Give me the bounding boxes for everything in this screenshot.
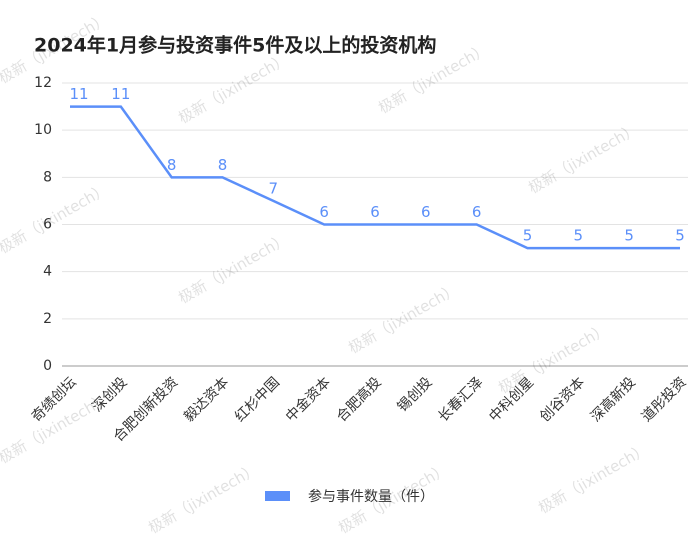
x-tick-label: 毅达资本 <box>181 374 233 426</box>
y-tick-label: 0 <box>43 358 52 374</box>
x-tick-label: 道彤投资 <box>639 374 690 425</box>
data-label: 6 <box>421 203 431 221</box>
watermark: 极新（jixintech） <box>0 180 111 257</box>
x-tick-label: 锡创投 <box>394 374 435 415</box>
y-tick-label: 8 <box>43 169 52 185</box>
watermark: 极新（jixintech） <box>525 120 641 197</box>
data-label: 6 <box>472 203 482 221</box>
y-tick-label: 6 <box>43 217 52 233</box>
legend-label: 参与事件数量（件） <box>308 488 434 505</box>
x-tick-label: 合肥高投 <box>333 374 385 426</box>
data-label: 11 <box>111 85 130 103</box>
x-tick-label: 红杉中国 <box>232 374 283 425</box>
y-tick-label: 2 <box>43 311 52 327</box>
watermark: 极新（jixintech） <box>145 460 261 537</box>
x-tick-label: 深高新投 <box>587 374 639 426</box>
data-line <box>70 105 680 250</box>
x-tick-label: 中金资本 <box>283 374 334 425</box>
y-tick-label: 4 <box>43 264 52 280</box>
chart-title: 2024年1月参与投资事件5件及以上的投资机构 <box>34 34 436 57</box>
data-label: 5 <box>523 227 533 245</box>
watermark: 极新（jixintech） <box>175 230 291 307</box>
y-tick-label: 12 <box>34 75 52 91</box>
watermark: 极新（jixintech） <box>175 50 291 127</box>
data-label: 5 <box>574 227 584 245</box>
data-label: 11 <box>69 85 88 103</box>
data-label: 8 <box>167 156 177 174</box>
watermark: 极新（jixintech） <box>495 320 611 397</box>
x-tick-label: 长春汇泽 <box>435 374 486 425</box>
x-tick-label: 创谷资本 <box>537 374 588 425</box>
data-label: 5 <box>675 227 685 245</box>
legend-swatch <box>265 491 290 501</box>
data-label: 6 <box>319 203 329 221</box>
data-label: 6 <box>370 203 380 221</box>
y-tick-label: 10 <box>34 122 52 138</box>
data-label: 8 <box>218 156 228 174</box>
watermark: 极新（jixintech） <box>535 440 651 517</box>
data-label: 5 <box>624 227 634 245</box>
data-label: 7 <box>269 179 279 197</box>
